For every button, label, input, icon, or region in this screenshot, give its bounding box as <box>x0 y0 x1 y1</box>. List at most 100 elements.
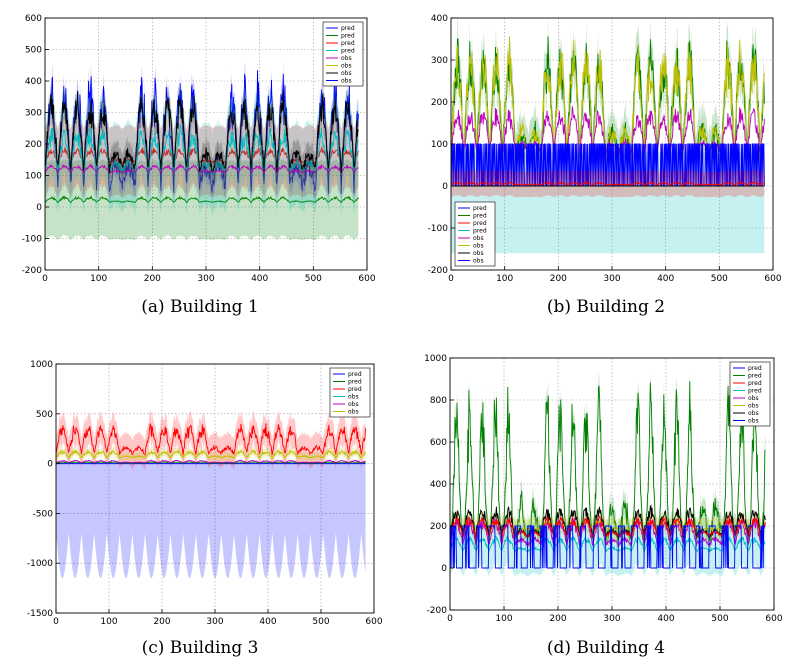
chart-3-xtick-label-4: 400 <box>259 617 276 627</box>
chart-3-legend-label-1: pred <box>348 379 362 386</box>
chart-4-ytick-label-5: 800 <box>430 396 447 406</box>
chart-2-ytick-label-1: -100 <box>428 224 449 234</box>
chart-1-band-5 <box>45 78 359 187</box>
chart-building-4-svg: 0 100 200 300 400 500 600-20002004006008001000… <box>424 354 783 624</box>
chart-4-ytick-label-3: 400 <box>430 480 447 490</box>
chart-2-xtick-label-0: 0 <box>448 274 454 284</box>
chart-2-series-5 <box>451 181 765 186</box>
chart-1-legend-label-2: pred <box>341 40 355 47</box>
chart-3-ytick-label-0: -1500 <box>27 609 53 619</box>
chart-4-series-1 <box>450 381 766 544</box>
chart-1-series-1 <box>45 195 359 204</box>
chart-3-series-4 <box>56 459 366 464</box>
chart-3-xtick-label-3: 300 <box>206 617 223 627</box>
chart-1-legend-label-5: obs <box>341 63 352 70</box>
chart-3-legend-label-2: pred <box>348 386 362 393</box>
chart-building-2: 0 100 200 300 400 500 600 -200 -100 0 100 200 300 400… <box>406 0 806 330</box>
chart-1-ytick-label-3: 100 <box>25 172 42 182</box>
chart-2-xtick-label-3: 300 <box>603 274 620 284</box>
chart-1-legend-label-4: obs <box>341 55 352 62</box>
chart-1-band-1 <box>45 158 359 241</box>
chart-2-xtick-label-5: 500 <box>711 274 728 284</box>
chart-1-series-4 <box>45 163 359 175</box>
chart-2-xtick-label-2: 200 <box>550 274 567 284</box>
chart-1-series-3 <box>45 124 359 177</box>
chart-4-xtick-label-4: 400 <box>657 614 674 624</box>
chart-building-1-svg: 0 100 200 300 400 500 600 -200 -100 0 100 200 300 400… <box>22 14 376 284</box>
chart-2-legend-label-0: pred <box>473 205 487 212</box>
chart-3-series-2 <box>56 449 366 460</box>
chart-4-ytick-label-6: 1000 <box>424 354 447 364</box>
chart-1-ytick-label-2: 0 <box>36 203 42 213</box>
chart-4-xtick-label-2: 200 <box>549 614 566 624</box>
chart-4-ytick-label-2: 200 <box>430 522 447 532</box>
chart-4-xtick-label-5: 500 <box>711 614 728 624</box>
chart-1-band-2 <box>45 112 359 199</box>
chart-3-series-3 <box>56 461 366 464</box>
chart-1-xtick-label-0: 0 <box>42 274 48 284</box>
chart-1-xtick-label-6: 600 <box>358 274 375 284</box>
chart-building-3-svg: 0 100 200 300 400 500 600 -1500 -1000 -500 0 500 100… <box>27 360 383 627</box>
chart-4-ytick-label-1: 0 <box>441 564 447 574</box>
chart-2-legend-label-5: obs <box>473 243 484 250</box>
chart-3-ytick-label-1: -1000 <box>27 559 53 569</box>
chart-2-ytick-label-3: 100 <box>431 140 448 150</box>
chart-1-band-3 <box>45 83 359 216</box>
chart-1-ytick-label-7: 500 <box>25 46 42 56</box>
chart-2-xtick-label-1: 100 <box>496 274 513 284</box>
chart-2-legend-label-2: pred <box>473 220 487 227</box>
chart-1-ytick-label-0: -200 <box>22 266 43 276</box>
chart-3-legend-label-3: obs <box>348 394 359 401</box>
chart-4-xtick-label-0: 0 <box>447 614 453 624</box>
chart-2-band-1 <box>451 18 765 184</box>
chart-2-ytick-label-5: 300 <box>431 56 448 66</box>
chart-2-legend-label-1: pred <box>473 213 487 220</box>
chart-2-ytick-label-4: 200 <box>431 98 448 108</box>
chart-1-xtick-label-2: 200 <box>144 274 161 284</box>
caption-building-3: (c) Building 3 <box>141 638 259 658</box>
chart-4-legend-label-1: pred <box>748 373 762 380</box>
chart-3-xtick-label-6: 600 <box>365 617 382 627</box>
caption-building-2: (b) Building 2 <box>546 297 666 317</box>
chart-2-legend-label-4: obs <box>473 235 484 242</box>
chart-3-xtick-label-2: 200 <box>153 617 170 627</box>
chart-4-legend-label-3: pred <box>748 388 762 395</box>
chart-1-xtick-label-3: 300 <box>197 274 214 284</box>
chart-2-legend-label-3: pred <box>473 228 487 235</box>
chart-3-xtick-label-1: 100 <box>100 617 117 627</box>
chart-1-legend-label-6: obs <box>341 70 352 77</box>
chart-4-legend-label-0: pred <box>748 365 762 372</box>
chart-building-1: 0 100 200 300 400 500 600 -200 -100 0 100 200 300 400… <box>0 0 400 330</box>
chart-2-xtick-label-6: 600 <box>764 274 781 284</box>
chart-4-xtick-label-6: 600 <box>765 614 782 624</box>
chart-building-2-svg: 0 100 200 300 400 500 600 -200 -100 0 100 200 300 400… <box>428 14 782 284</box>
chart-4-ytick-label-4: 600 <box>430 438 447 448</box>
chart-2-xtick-label-4: 400 <box>657 274 674 284</box>
chart-3-ytick-label-2: -500 <box>33 509 54 519</box>
chart-3-legend-label-5: obs <box>348 409 359 416</box>
chart-3-ytick-label-4: 500 <box>36 410 53 420</box>
chart-4-legend-label-2: pred <box>748 380 762 387</box>
chart-1-ytick-label-4: 200 <box>25 140 42 150</box>
chart-2-band-5 <box>451 169 765 198</box>
chart-1-legend-label-7: obs <box>341 78 352 85</box>
chart-3-series-1 <box>56 423 366 456</box>
chart-2-legend-label-7: obs <box>473 258 484 265</box>
chart-4-xtick-label-3: 300 <box>603 614 620 624</box>
chart-4-ytick-label-0: -200 <box>427 606 448 616</box>
chart-3-ytick-label-3: 0 <box>47 460 53 470</box>
chart-1-ytick-label-5: 300 <box>25 109 42 119</box>
chart-building-3: 0 100 200 300 400 500 600 -1500 -1000 -500 0 500 100… <box>0 340 400 668</box>
chart-2-ytick-label-2: 0 <box>442 182 448 192</box>
chart-1-legend-label-3: pred <box>341 48 355 55</box>
chart-4-legend-label-6: obs <box>748 410 759 417</box>
chart-4-series-6 <box>450 525 766 569</box>
chart-2-legend-label-6: obs <box>473 250 484 257</box>
caption-building-4: (d) Building 4 <box>546 638 666 658</box>
chart-3-band-1 <box>56 408 366 471</box>
chart-4-legend-label-4: obs <box>748 395 759 402</box>
chart-4-series-5 <box>450 515 766 540</box>
chart-3-xtick-label-5: 500 <box>312 617 329 627</box>
